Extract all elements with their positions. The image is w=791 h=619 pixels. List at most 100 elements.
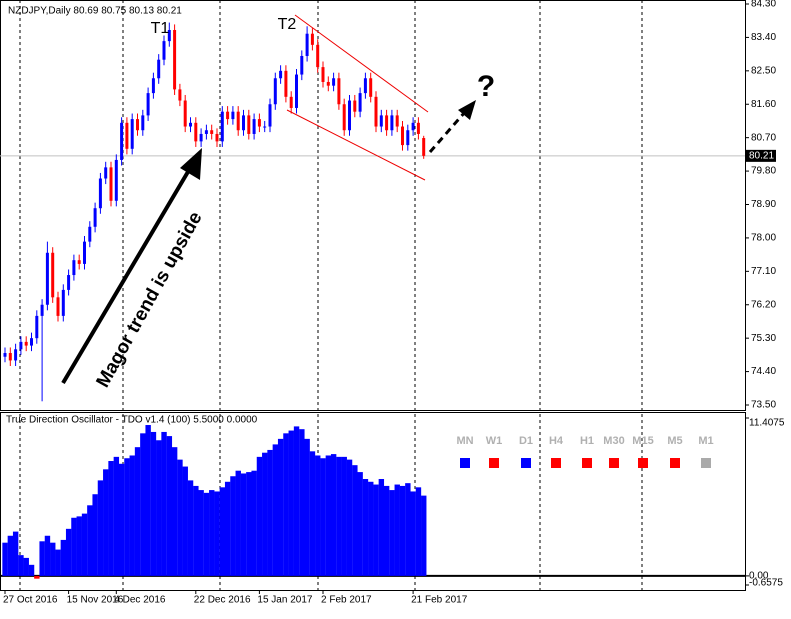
histogram-bar	[394, 484, 400, 576]
candle-body	[268, 104, 272, 127]
timeframe-label: D1	[519, 435, 533, 447]
candle-body	[236, 111, 240, 131]
y-tick-label: 84.30	[751, 0, 776, 10]
candle-body	[215, 133, 219, 142]
candle-body	[385, 115, 389, 131]
histogram-bar	[325, 455, 332, 576]
histogram-bar	[421, 495, 427, 576]
histogram-bar	[193, 485, 199, 576]
histogram-bar	[113, 456, 120, 576]
candle-body	[337, 78, 341, 105]
candle-body	[8, 353, 12, 361]
candle-body	[416, 122, 420, 134]
candle-body	[93, 208, 97, 227]
histogram-bar	[134, 447, 141, 576]
histogram-bar	[103, 469, 109, 576]
candle-body	[220, 111, 224, 142]
histogram-bar	[389, 490, 395, 576]
candle-body	[178, 89, 182, 101]
candle-body	[411, 122, 415, 131]
timeframe-label: W1	[486, 435, 503, 447]
histogram-bar	[368, 481, 374, 576]
candle-body	[189, 122, 192, 127]
candle-body	[310, 33, 314, 45]
histogram-bar	[299, 429, 305, 576]
price-panel	[0, 0, 746, 411]
candle-body	[401, 126, 404, 146]
histogram-bar	[235, 470, 241, 576]
timeframe-signal	[609, 458, 619, 468]
candle-body	[14, 349, 18, 361]
trend-arrow-head	[180, 148, 202, 180]
histogram-bar	[246, 472, 252, 576]
timeframe-label: H1	[580, 435, 594, 447]
candle-body	[51, 252, 55, 298]
candle-body	[173, 29, 177, 90]
candle-body	[273, 78, 277, 105]
x-tick-label: 21 Feb 2017	[411, 595, 468, 606]
candle-body	[252, 119, 256, 134]
candle-body	[157, 59, 161, 79]
histogram-bar	[182, 466, 188, 576]
candle-body	[194, 122, 198, 142]
y-tick-label: 83.40	[751, 32, 776, 43]
y-tick-label: 11.4075	[749, 418, 785, 429]
histogram-bar	[161, 431, 167, 576]
candle-body	[284, 70, 288, 97]
histogram-bar	[92, 494, 98, 576]
timeframe-signal	[551, 458, 561, 468]
candle-body	[61, 289, 65, 316]
last-price-box	[746, 149, 776, 162]
candle-body	[263, 126, 267, 128]
candle-body	[305, 33, 309, 56]
candle-body	[300, 55, 304, 75]
candle-body	[146, 93, 150, 116]
x-tick-label: 22 Dec 2016	[194, 595, 251, 606]
candle-body	[35, 315, 39, 339]
histogram-bar	[410, 491, 416, 576]
peak-label: T1	[151, 20, 170, 37]
candle-body	[326, 81, 330, 86]
timeframe-label: M5	[667, 435, 682, 447]
trend-arrow	[61, 163, 194, 385]
histogram-bar	[357, 472, 363, 576]
candle-body	[83, 241, 86, 264]
histogram-bar	[166, 436, 173, 576]
histogram-bar	[352, 465, 358, 576]
candle-body	[316, 44, 320, 68]
candle-body	[332, 78, 336, 86]
period-separators	[19, 0, 643, 590]
timeframe-signal	[670, 458, 680, 468]
timeframe-label: M1	[698, 435, 713, 447]
timeframe-label: M15	[632, 435, 653, 447]
candle-body	[3, 353, 7, 357]
histogram-bar	[277, 438, 284, 576]
y-tick-label: 0.00	[749, 571, 769, 582]
histogram-bar	[240, 473, 247, 576]
candle-body	[379, 115, 383, 127]
y-tick-label: 78.00	[751, 233, 776, 244]
y-tick-label: 79.80	[751, 166, 776, 177]
candle-body	[141, 115, 145, 131]
candle-body	[45, 252, 49, 305]
candle-body	[321, 67, 325, 82]
histogram-bar	[309, 451, 316, 576]
histogram-bar	[118, 463, 125, 576]
last-price-label: 80.21	[749, 151, 774, 162]
symbol-header: NZDJPY,Daily 80.69 80.75 80.13 80.21	[8, 6, 182, 17]
histogram-bar	[336, 456, 342, 576]
y-tick-label: 75.30	[751, 333, 776, 344]
candle-body	[279, 70, 283, 79]
histogram-bar	[187, 480, 194, 576]
candle-body	[167, 29, 171, 42]
candle-body	[120, 122, 124, 160]
y-tick-label: 78.90	[751, 199, 776, 210]
histogram-bar	[293, 426, 300, 576]
histogram-bar	[150, 431, 157, 576]
candle-body	[406, 130, 410, 146]
candle-body	[162, 41, 166, 60]
indicator-title: True Direction Oscillator - TDO v1.4 (10…	[6, 415, 258, 426]
histogram-bar	[330, 454, 337, 576]
